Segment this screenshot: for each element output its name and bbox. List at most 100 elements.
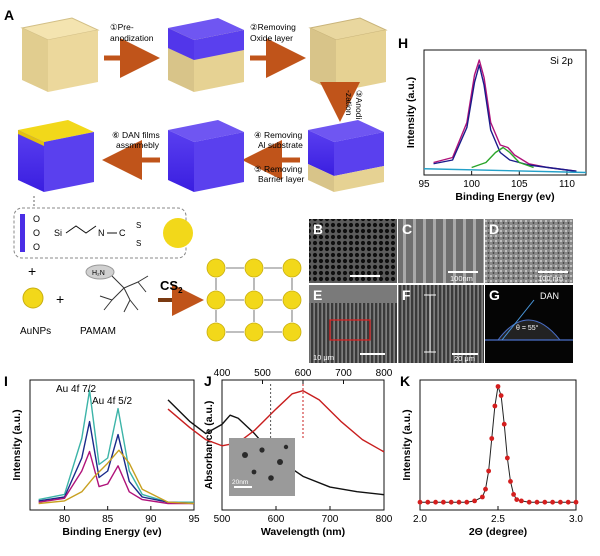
panel-label-a: A xyxy=(4,7,14,23)
series-line-2 xyxy=(167,390,385,453)
atom-s-1: S xyxy=(136,221,141,230)
molecule-box: O O O Si N C S S xyxy=(13,207,193,259)
plot-frame xyxy=(419,379,577,511)
panel-label-g: G xyxy=(489,287,500,303)
anodized-block xyxy=(168,18,244,92)
fit-line xyxy=(420,386,576,503)
scale-c: 100nm xyxy=(450,274,473,283)
step-2-label: ②Removing xyxy=(250,22,296,32)
atom-s-2: S xyxy=(136,239,141,248)
y-axis-title: Intensity (a.u.) xyxy=(401,409,413,480)
micrograph-g: G DAN θ = 55° xyxy=(485,285,573,363)
dan-film-block xyxy=(18,120,94,192)
y-axis-title: Absorbance (a.u.) xyxy=(203,401,215,490)
x-tick-label: 2.0 xyxy=(413,514,427,525)
step-3-label: ③Anodi xyxy=(354,90,364,119)
x-top-tick-label: 400 xyxy=(214,368,231,379)
step-1-label-b: anodization xyxy=(110,33,154,43)
data-point xyxy=(480,494,485,500)
plus-sign-1: + xyxy=(28,263,36,279)
plus-sign-2: + xyxy=(56,291,64,307)
step-1-label: ①Pre- xyxy=(110,22,134,32)
data-point xyxy=(486,468,492,474)
plot-frame xyxy=(29,379,195,511)
scale-inset: 20nm xyxy=(232,479,248,486)
chart-annotation: Si 2p xyxy=(550,56,573,67)
step-3-label-b: -zation xyxy=(344,90,354,116)
x-tick-label: 500 xyxy=(214,514,231,525)
panel-label-j: J xyxy=(204,373,212,389)
data-point xyxy=(448,499,454,505)
panel-label-d: D xyxy=(489,221,499,237)
panel-label-i: I xyxy=(4,373,8,389)
data-point xyxy=(558,499,563,505)
data-point xyxy=(534,499,540,505)
x-tick-label: 700 xyxy=(322,514,339,525)
atom-o-3: O xyxy=(33,242,40,252)
dan-label: DAN xyxy=(540,291,559,301)
aunp-network xyxy=(206,258,302,342)
peak-label-2: Au 4f 5/2 xyxy=(92,396,132,407)
series-line-3 xyxy=(38,450,194,505)
textured-block xyxy=(308,17,388,92)
panel-label-k: K xyxy=(400,373,410,389)
x-tick-label: 2.5 xyxy=(491,514,505,525)
data-point xyxy=(514,497,520,502)
aao-membrane xyxy=(168,120,244,192)
pamam-label: PAMAM xyxy=(80,326,116,337)
panel-label-h: H xyxy=(398,35,408,51)
data-point xyxy=(489,436,495,441)
contact-angle-label: θ = 55° xyxy=(516,324,539,332)
data-point xyxy=(433,499,438,505)
cs2-label: CS2 xyxy=(160,278,183,295)
data-point xyxy=(550,499,555,505)
data-point xyxy=(511,492,516,497)
x-tick-label: 90 xyxy=(145,514,157,525)
series-line-4 xyxy=(38,449,195,505)
aunp-sphere xyxy=(22,287,44,309)
data-point xyxy=(508,479,513,484)
chart-h: 95 100 105 110 Binding Energy (ev) Intensity … xyxy=(405,49,587,203)
x-top-tick-label: 600 xyxy=(295,368,312,379)
data-point xyxy=(542,499,548,505)
chart-j: 500 600 700 800 400 500 600 700 800 Wavelength (n… xyxy=(167,368,393,538)
chart-i: 80 85 90 95 Binding Energy (ev) Intensity (a.… xyxy=(11,379,200,538)
series-line-1 xyxy=(167,399,385,496)
scale-d: 100 nm xyxy=(538,274,563,283)
x-tick-label: 110 xyxy=(559,179,575,190)
data-point xyxy=(456,499,462,505)
micrograph-d: D 100 nm xyxy=(485,219,573,283)
x-axis-title: Wavelength (nm) xyxy=(261,526,345,538)
data-point xyxy=(464,499,470,505)
x-tick-label: 80 xyxy=(59,514,71,525)
x-top-tick-label: 500 xyxy=(254,368,271,379)
data-point xyxy=(526,499,532,505)
data-point xyxy=(441,499,446,505)
step-4-label: ④ Removing xyxy=(254,130,303,140)
panel-label-f: F xyxy=(402,287,411,303)
micrograph-f: F 20 μm xyxy=(398,285,484,363)
step-6-label: ⑥ DAN films xyxy=(112,130,160,140)
scale-e: 10 μm xyxy=(313,353,334,362)
data-point xyxy=(565,499,571,505)
x-tick-label: 105 xyxy=(511,179,528,190)
step-5-label-b: Barrier layer xyxy=(258,174,304,184)
series-line-1 xyxy=(433,59,577,172)
x-top-tick-label: 800 xyxy=(376,368,393,379)
x-axis-title: Binding Energy (ev) xyxy=(62,526,161,538)
step-6-label-b: assmmebly xyxy=(116,140,160,150)
step-2-label-b: Oxide layer xyxy=(250,33,293,43)
series-line-2 xyxy=(433,64,577,172)
data-point xyxy=(519,498,524,504)
pamam-dendrimer xyxy=(85,264,149,313)
atom-n: N xyxy=(98,228,105,238)
series-line-2 xyxy=(38,420,195,505)
x-tick-label: 600 xyxy=(268,514,285,525)
peak-label-1: Au 4f 7/2 xyxy=(56,384,96,395)
panel-label-b: B xyxy=(313,221,323,237)
series-line-3 xyxy=(471,146,534,169)
x-tick-label: 3.0 xyxy=(569,514,583,525)
x-tick-label: 95 xyxy=(418,179,430,190)
al-block-raw xyxy=(20,17,100,92)
y-axis-title: Intensity (a.u.) xyxy=(11,409,23,480)
